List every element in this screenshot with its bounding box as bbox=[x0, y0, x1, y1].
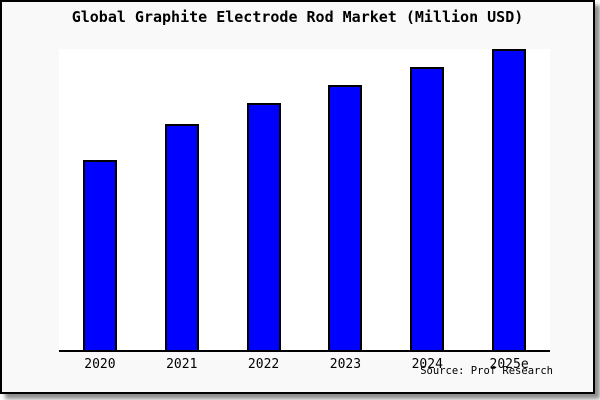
x-tick-label-2020: 2020 bbox=[84, 357, 116, 372]
source-note: Source: Prof Research bbox=[420, 365, 553, 377]
bar-2021 bbox=[164, 124, 199, 350]
plot-area bbox=[59, 49, 550, 350]
chart-frame: Global Graphite Electrode Rod Market (Mi… bbox=[0, 0, 595, 394]
x-tick-label-2023: 2023 bbox=[329, 357, 362, 372]
x-axis-line bbox=[59, 350, 550, 352]
bar-2022 bbox=[246, 103, 281, 350]
x-tick-label-2025e: 2025e bbox=[489, 357, 529, 372]
x-tick-label-2021: 2021 bbox=[166, 357, 198, 372]
x-axis-labels: 2020 2021 2022 2023 2024 2025e bbox=[59, 357, 550, 373]
chart-title: Global Graphite Electrode Rod Market (Mi… bbox=[71, 8, 524, 26]
bar-2020 bbox=[82, 160, 117, 350]
x-tick-label-2022: 2022 bbox=[247, 357, 280, 372]
bar-2024 bbox=[410, 67, 445, 350]
x-tick-label-2024: 2024 bbox=[411, 357, 443, 372]
bar-2025e bbox=[492, 49, 527, 350]
bar-2023 bbox=[328, 85, 363, 350]
